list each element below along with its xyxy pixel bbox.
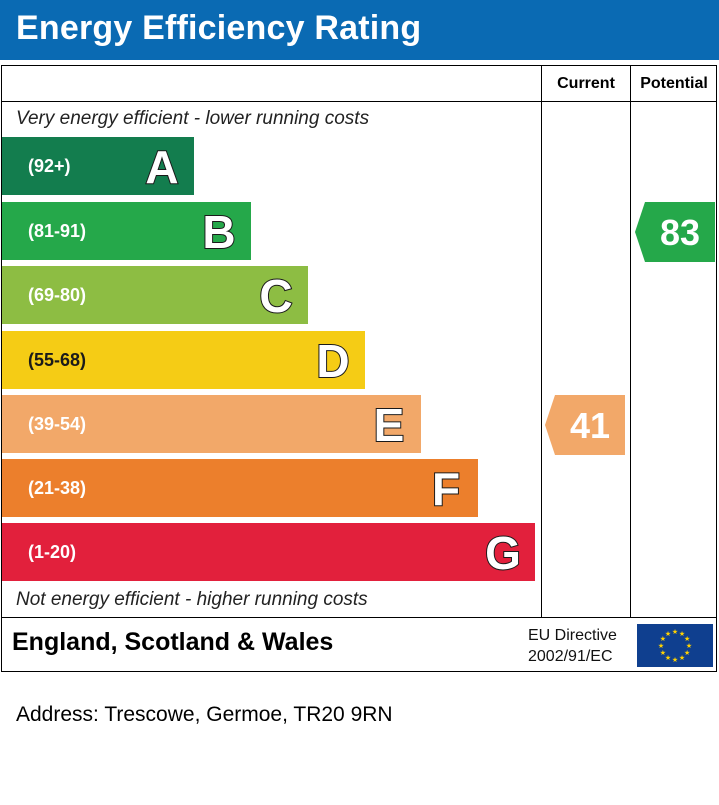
current-rating-arrow: 41: [545, 395, 625, 455]
band-a-letter-text: A: [145, 141, 178, 193]
eu-star-icon: ★: [684, 649, 690, 657]
eu-star-icon: ★: [679, 630, 685, 638]
band-b-range: (81-91): [28, 221, 87, 241]
eu-star-icon: ★: [665, 654, 671, 662]
band-d-letter-text: D: [316, 335, 349, 387]
potential-rating-arrow: 83: [635, 202, 715, 262]
top-note: Very energy efficient - lower running co…: [16, 108, 370, 129]
eu-star-icon: ★: [660, 635, 666, 643]
band-b: (81-91) B: [2, 202, 251, 260]
header-bar: Energy Efficiency Rating: [0, 0, 719, 60]
band-c-letter: C: [258, 269, 293, 323]
current-rating-arrow-shape: [545, 395, 625, 455]
band-c-range: (69-80): [28, 285, 87, 305]
eu-star-icon: ★: [665, 630, 671, 638]
current-rating-value: 41: [570, 405, 610, 446]
band-e-range: (39-54): [28, 414, 87, 434]
eu-star-icon: ★: [684, 635, 690, 643]
potential-rating-arrow-shape: [635, 202, 715, 262]
band-c-letter-text: C: [259, 270, 292, 322]
eu-directive-label: EU Directive: [528, 627, 617, 644]
eu-directive-number: 2002/91/EC: [528, 648, 613, 665]
band-f-letter-text: F: [432, 463, 460, 515]
band-a-letter: A: [144, 140, 179, 194]
band-c: (69-80) C: [2, 266, 308, 324]
rating-frame: [1, 65, 717, 672]
band-b-letter: B: [201, 205, 236, 259]
band-d-range: (55-68): [28, 350, 87, 370]
footer-divider: [1, 617, 717, 618]
address-line: Address: Trescowe, Germoe, TR20 9RN: [16, 703, 393, 726]
eu-star-icon: ★: [686, 642, 692, 650]
band-g-letter: G: [484, 526, 522, 580]
page-title: Energy Efficiency Rating: [16, 9, 422, 47]
band-d-letter: D: [315, 334, 350, 388]
band-e-letter-text: E: [374, 399, 405, 451]
eu-star-icon: ★: [679, 654, 685, 662]
eu-star-icon: ★: [660, 649, 666, 657]
bottom-note: Not energy efficient - higher running co…: [16, 589, 368, 610]
band-f-range: (21-38): [28, 478, 87, 498]
potential-rating-value: 83: [660, 212, 700, 253]
potential-column-divider: [630, 65, 631, 617]
band-f: (21-38) F: [2, 459, 478, 517]
current-column-header: Current: [557, 75, 615, 92]
band-g-range: (1-20): [28, 542, 77, 562]
band-e: (39-54) E: [2, 395, 421, 453]
country-label: England, Scotland & Wales: [12, 628, 334, 656]
band-d: (55-68) D: [2, 331, 365, 389]
potential-column-header: Potential: [640, 75, 708, 92]
eu-star-icon: ★: [672, 656, 678, 664]
band-b-letter-text: B: [202, 206, 235, 258]
eu-star-icon: ★: [672, 628, 678, 636]
band-g-letter-text: G: [485, 527, 521, 579]
header-divider: [1, 101, 717, 102]
band-f-letter: F: [431, 462, 461, 516]
eu-flag-icon: ★ ★ ★ ★ ★ ★ ★ ★ ★ ★ ★ ★: [637, 624, 713, 667]
band-g: (1-20) G: [2, 523, 535, 581]
band-a-range: (92+): [28, 156, 71, 176]
band-e-letter: E: [373, 398, 406, 452]
band-a: (92+) A: [2, 137, 194, 195]
eu-star-icon: ★: [658, 642, 664, 650]
current-column-divider: [541, 65, 542, 617]
